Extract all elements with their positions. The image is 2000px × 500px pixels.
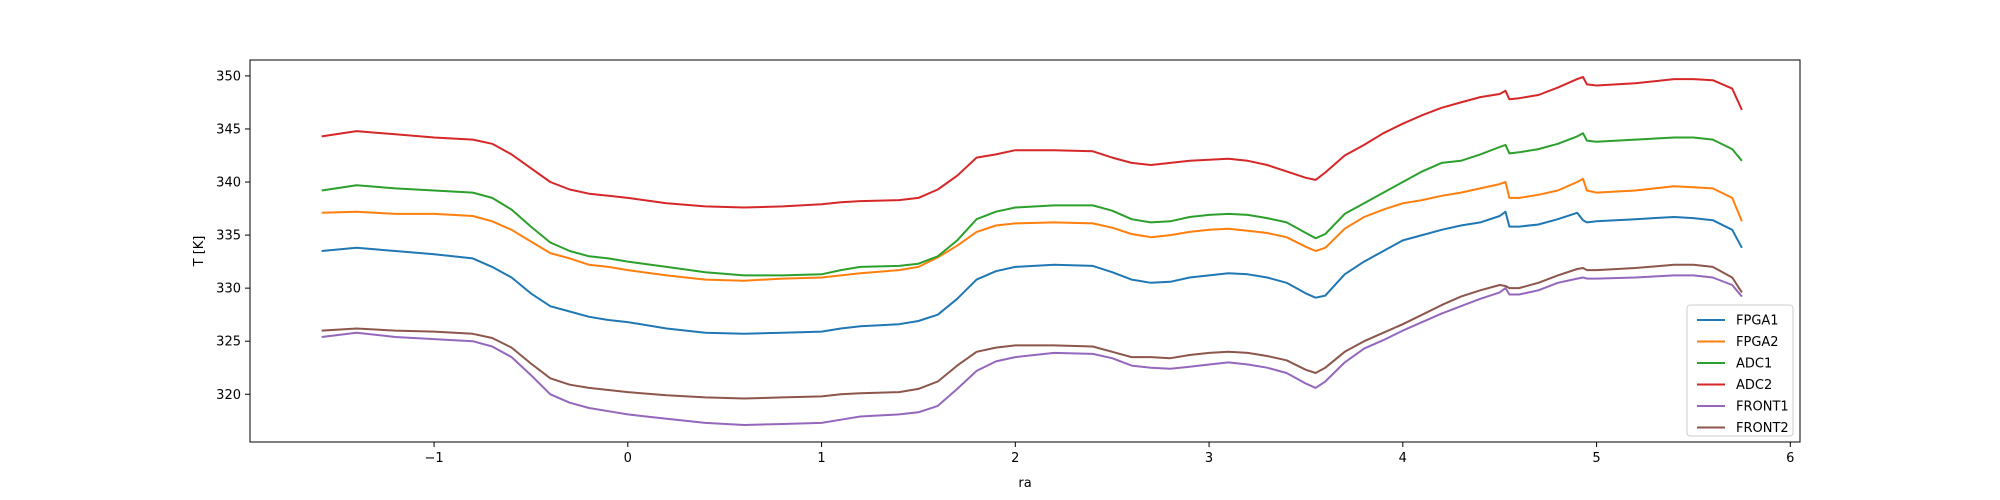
legend-label-front1: FRONT1 [1736,400,1789,415]
plot-frame [249,59,1801,443]
x-axis-label: ra [1018,476,1031,491]
series-line-front1 [321,274,1743,426]
series-line-adc1 [321,132,1743,277]
legend-label-fpga1: FPGA1 [1736,314,1779,329]
y-tick-label: 325 [216,335,241,350]
x-tick-label: 4 [1399,451,1407,466]
x-axis-ticks: −1 0 1 2 3 4 5 6 [424,442,1794,466]
series-line-adc2 [321,76,1743,209]
x-tick-label: 5 [1592,451,1600,466]
x-tick-label: −1 [424,451,443,466]
legend-box [1686,304,1794,437]
y-tick-label: 345 [216,122,241,137]
legend-label-adc2: ADC2 [1736,378,1772,393]
legend-label-fpga2: FPGA2 [1736,335,1779,350]
legend-label-adc1: ADC1 [1736,357,1772,372]
series-layer [321,76,1743,426]
y-tick-label: 350 [216,69,241,84]
y-tick-label: 320 [216,388,241,403]
y-axis-ticks: 320 325 330 335 340 345 350 [216,69,250,403]
x-tick-label: 2 [1011,451,1019,466]
y-tick-label: 340 [216,176,241,191]
y-tick-label: 335 [216,229,241,244]
x-tick-label: 1 [817,451,825,466]
x-tick-label: 6 [1786,451,1794,466]
y-axis-label: T [K] [192,236,207,268]
legend: FPGA1 FPGA2 ADC1 ADC2 FRONT1 FRONT2 [1686,304,1794,437]
series-line-fpga2 [321,177,1743,282]
y-tick-label: 330 [216,282,241,297]
series-line-front2 [321,263,1743,400]
x-tick-label: 0 [624,451,632,466]
series-line-fpga1 [321,210,1743,335]
legend-label-front2: FRONT2 [1736,421,1789,436]
x-tick-label: 3 [1205,451,1213,466]
